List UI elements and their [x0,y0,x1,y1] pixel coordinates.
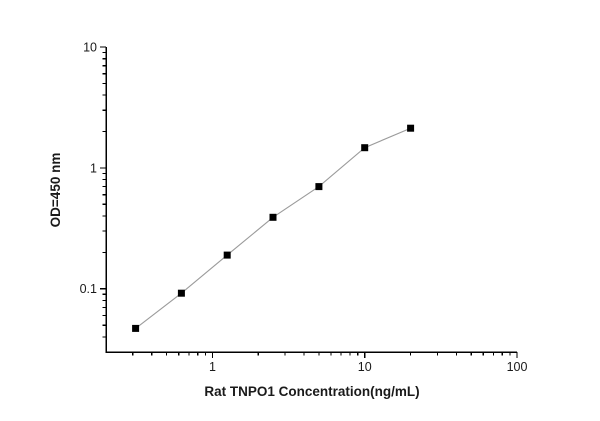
y-tick-label: 10 [83,40,97,54]
x-tick-label: 1 [209,360,216,374]
x-tick-label: 100 [507,360,528,374]
data-point-marker [132,324,140,332]
y-axis-title: OD=450 nm [48,153,63,228]
data-point-marker [361,144,369,152]
data-point-marker [269,213,277,221]
data-point-marker [315,183,323,191]
data-point-marker [407,124,415,132]
y-tick-label: 1 [90,161,97,175]
x-tick-label: 10 [358,360,372,374]
data-point-marker [177,289,185,297]
data-point-marker [223,251,231,259]
plot-area: 1 10 100 0.1 1 10 [80,40,528,373]
curve-line [135,127,411,329]
y-tick-label: 0.1 [80,282,97,296]
x-axis-title: Rat TNPO1 Concentration(ng/mL) [204,384,419,399]
